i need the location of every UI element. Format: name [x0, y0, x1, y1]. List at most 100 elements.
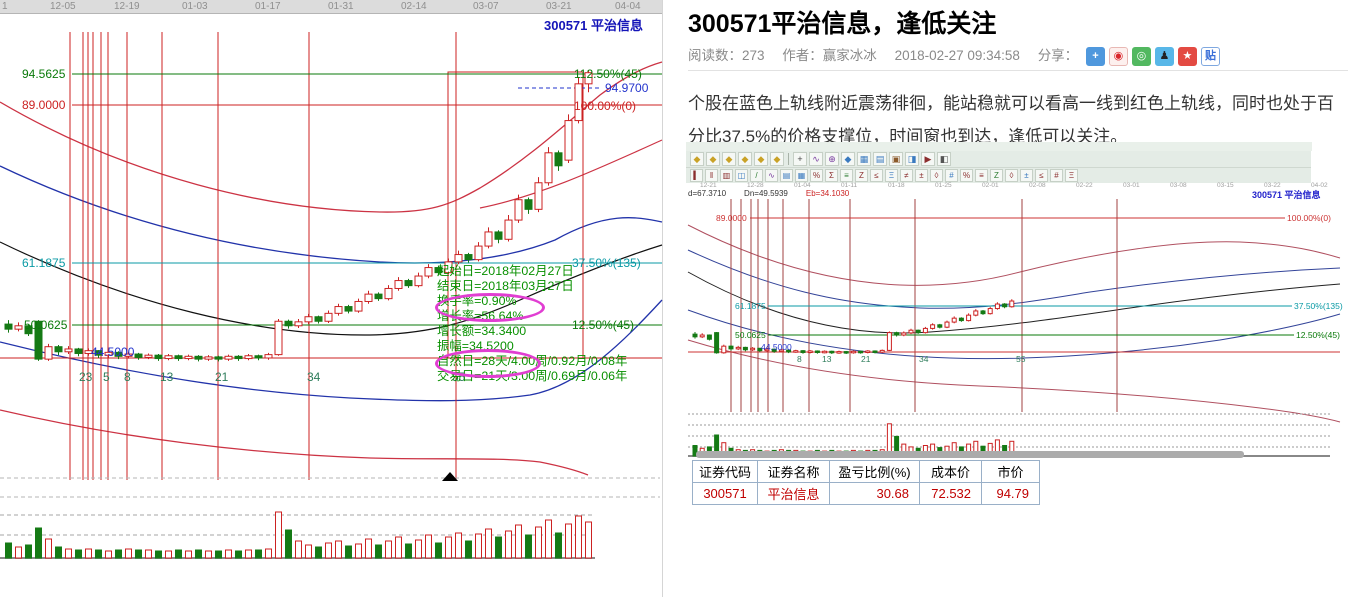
- toolbar-tool-icon[interactable]: ▤: [873, 152, 887, 166]
- svg-text:100.00%(0): 100.00%(0): [1287, 213, 1331, 223]
- embedded-menu-strip: [686, 142, 1312, 151]
- toolbar-tool-icon[interactable]: ⊕: [825, 152, 839, 166]
- toolbar-drawing-icon[interactable]: Ξ: [1065, 169, 1078, 182]
- status-value: Dn=49.5939: [744, 189, 788, 198]
- svg-text:44.5000: 44.5000: [761, 342, 792, 352]
- toolbar-drawing-icon[interactable]: ▥: [720, 169, 733, 182]
- publish-datetime: 2018-02-27 09:34:58: [894, 48, 1020, 63]
- embedded-toolbar-main: ◆ ◆ ◆ ◆ ◆ ◆ + ∿ ⊕ ◆ ▦ ▤ ▣ ◨ ▶ ◧: [686, 151, 1311, 168]
- status-value: Eb=34.1030: [805, 189, 850, 198]
- toolbar-tool-icon[interactable]: ◧: [937, 152, 951, 166]
- toolbar-diamond-icon[interactable]: ◆: [738, 152, 752, 166]
- cell-price: 94.79: [981, 482, 1041, 505]
- stock-symbol-label: 300571 平治信息: [544, 18, 643, 33]
- svg-text:44.5000: 44.5000: [91, 345, 135, 359]
- date-tick: 03-21: [546, 1, 572, 12]
- date-tick: 01-31: [328, 1, 354, 12]
- svg-text:34: 34: [307, 370, 321, 384]
- share-weibo-icon[interactable]: ◉: [1108, 46, 1128, 66]
- read-count-label: 阅读数：273: [688, 48, 765, 63]
- embedded-date-tick: 01-04: [794, 182, 811, 189]
- toolbar-drawing-icon[interactable]: %: [810, 169, 823, 182]
- toolbar-drawing-icon[interactable]: ▤: [780, 169, 793, 182]
- svg-text:112.50%(45): 112.50%(45): [574, 67, 642, 81]
- toolbar-diamond-icon[interactable]: ◆: [722, 152, 736, 166]
- toolbar-drawing-icon[interactable]: %: [960, 169, 973, 182]
- svg-text:23: 23: [79, 370, 93, 384]
- toolbar-tool-icon[interactable]: ▣: [889, 152, 903, 166]
- svg-text:94.9700: 94.9700: [605, 81, 649, 95]
- toolbar-drawing-icon[interactable]: ±: [915, 169, 928, 182]
- embedded-date-tick: 01-25: [935, 182, 952, 189]
- toolbar-drawing-icon[interactable]: /: [750, 169, 763, 182]
- share-label: 分享：: [1037, 48, 1079, 63]
- toolbar-drawing-icon[interactable]: ‖: [705, 169, 718, 182]
- toolbar-drawing-icon[interactable]: ±: [1020, 169, 1033, 182]
- holdings-data-row: 300571 平治信息 30.68 72.532 94.79: [691, 482, 1041, 505]
- share-qq-icon[interactable]: ♟: [1154, 46, 1174, 66]
- toolbar-drawing-icon[interactable]: ▍: [690, 169, 703, 182]
- toolbar-diamond-icon[interactable]: ◆: [770, 152, 784, 166]
- col-header-code: 证券代码: [691, 460, 759, 483]
- toolbar-drawing-icon[interactable]: Ξ: [885, 169, 898, 182]
- share-wechat-icon[interactable]: ◎: [1131, 46, 1151, 66]
- embedded-date-tick: 02-08: [1029, 182, 1046, 189]
- toolbar-tool-icon[interactable]: ◨: [905, 152, 919, 166]
- date-tick: 12-19: [114, 1, 140, 12]
- embedded-date-tick: 12-21: [700, 182, 717, 189]
- toolbar-drawing-icon[interactable]: ≡: [975, 169, 988, 182]
- toolbar-drawing-icon[interactable]: #: [945, 169, 958, 182]
- date-tick: 02-14: [401, 1, 427, 12]
- date-tick: 01-03: [182, 1, 208, 12]
- svg-text:5: 5: [103, 370, 110, 384]
- embedded-date-tick: 04-02: [1311, 182, 1328, 189]
- toolbar-diamond-icon[interactable]: ◆: [690, 152, 704, 166]
- svg-text:89.0000: 89.0000: [22, 98, 66, 112]
- share-more-icon[interactable]: +: [1085, 46, 1105, 66]
- toolbar-tool-icon[interactable]: ▶: [921, 152, 935, 166]
- toolbar-tool-icon[interactable]: ◆: [841, 152, 855, 166]
- date-tick: 03-07: [473, 1, 499, 12]
- cell-code: 300571: [691, 482, 759, 505]
- toolbar-drawing-icon[interactable]: ≤: [870, 169, 883, 182]
- toolbar-drawing-icon[interactable]: Z: [855, 169, 868, 182]
- highlight-ellipse-growth: [435, 293, 545, 322]
- toolbar-drawing-icon[interactable]: ◫: [735, 169, 748, 182]
- toolbar-drawing-icon[interactable]: ∿: [765, 169, 778, 182]
- share-tieba-icon[interactable]: 贴: [1200, 46, 1220, 66]
- meta-divider: [688, 70, 1348, 71]
- toolbar-tool-icon[interactable]: +: [793, 152, 807, 166]
- embedded-stock-symbol: 300571 平治信息: [1252, 190, 1321, 200]
- svg-text:21: 21: [861, 354, 871, 364]
- holdings-table: 证券代码 证券名称 盈亏比例(%) 成本价 市价 300571 平治信息 30.…: [691, 460, 1041, 505]
- horizontal-scrollbar[interactable]: [696, 451, 1244, 458]
- toolbar-drawing-icon[interactable]: ≡: [840, 169, 853, 182]
- toolbar-drawing-icon[interactable]: ◊: [1005, 169, 1018, 182]
- embedded-status-line: d=67.3710 Dn=49.5939 Eb=34.1030: [688, 189, 1248, 198]
- measure-annotation-line: 结束日=2018年03月27日: [437, 279, 574, 293]
- toolbar-drawing-icon[interactable]: #: [1050, 169, 1063, 182]
- svg-text:61.1875: 61.1875: [735, 301, 766, 311]
- toolbar-diamond-icon[interactable]: ◆: [706, 152, 720, 166]
- svg-text:13: 13: [822, 354, 832, 364]
- date-tick: 01-17: [255, 1, 281, 12]
- svg-text:34: 34: [919, 354, 929, 364]
- highlight-ellipse-tradedays: [435, 349, 541, 378]
- col-header-name: 证券名称: [757, 460, 831, 483]
- article-paragraph: 个股在蓝色上轨线附近震荡徘徊，能站稳就可以看高一线到红色上轨线，同时也处于百分比…: [688, 94, 1334, 146]
- svg-text:100.00%(0): 100.00%(0): [574, 99, 636, 113]
- toolbar-drawing-icon[interactable]: ≠: [900, 169, 913, 182]
- toolbar-drawing-icon[interactable]: Z: [990, 169, 1003, 182]
- toolbar-tool-icon[interactable]: ▦: [857, 152, 871, 166]
- toolbar-drawing-icon[interactable]: ◊: [930, 169, 943, 182]
- share-qzone-icon[interactable]: ★: [1177, 46, 1197, 66]
- embedded-date-tick: 03-08: [1170, 182, 1187, 189]
- toolbar-drawing-icon[interactable]: Σ: [825, 169, 838, 182]
- svg-text:8: 8: [797, 354, 802, 364]
- embedded-date-tick: 01-18: [888, 182, 905, 189]
- toolbar-diamond-icon[interactable]: ◆: [754, 152, 768, 166]
- toolbar-drawing-icon[interactable]: ▦: [795, 169, 808, 182]
- article-meta: 阅读数：273 作者：赢家冰冰 2018-02-27 09:34:58 分享： …: [688, 44, 1348, 66]
- toolbar-tool-icon[interactable]: ∿: [809, 152, 823, 166]
- toolbar-drawing-icon[interactable]: ≤: [1035, 169, 1048, 182]
